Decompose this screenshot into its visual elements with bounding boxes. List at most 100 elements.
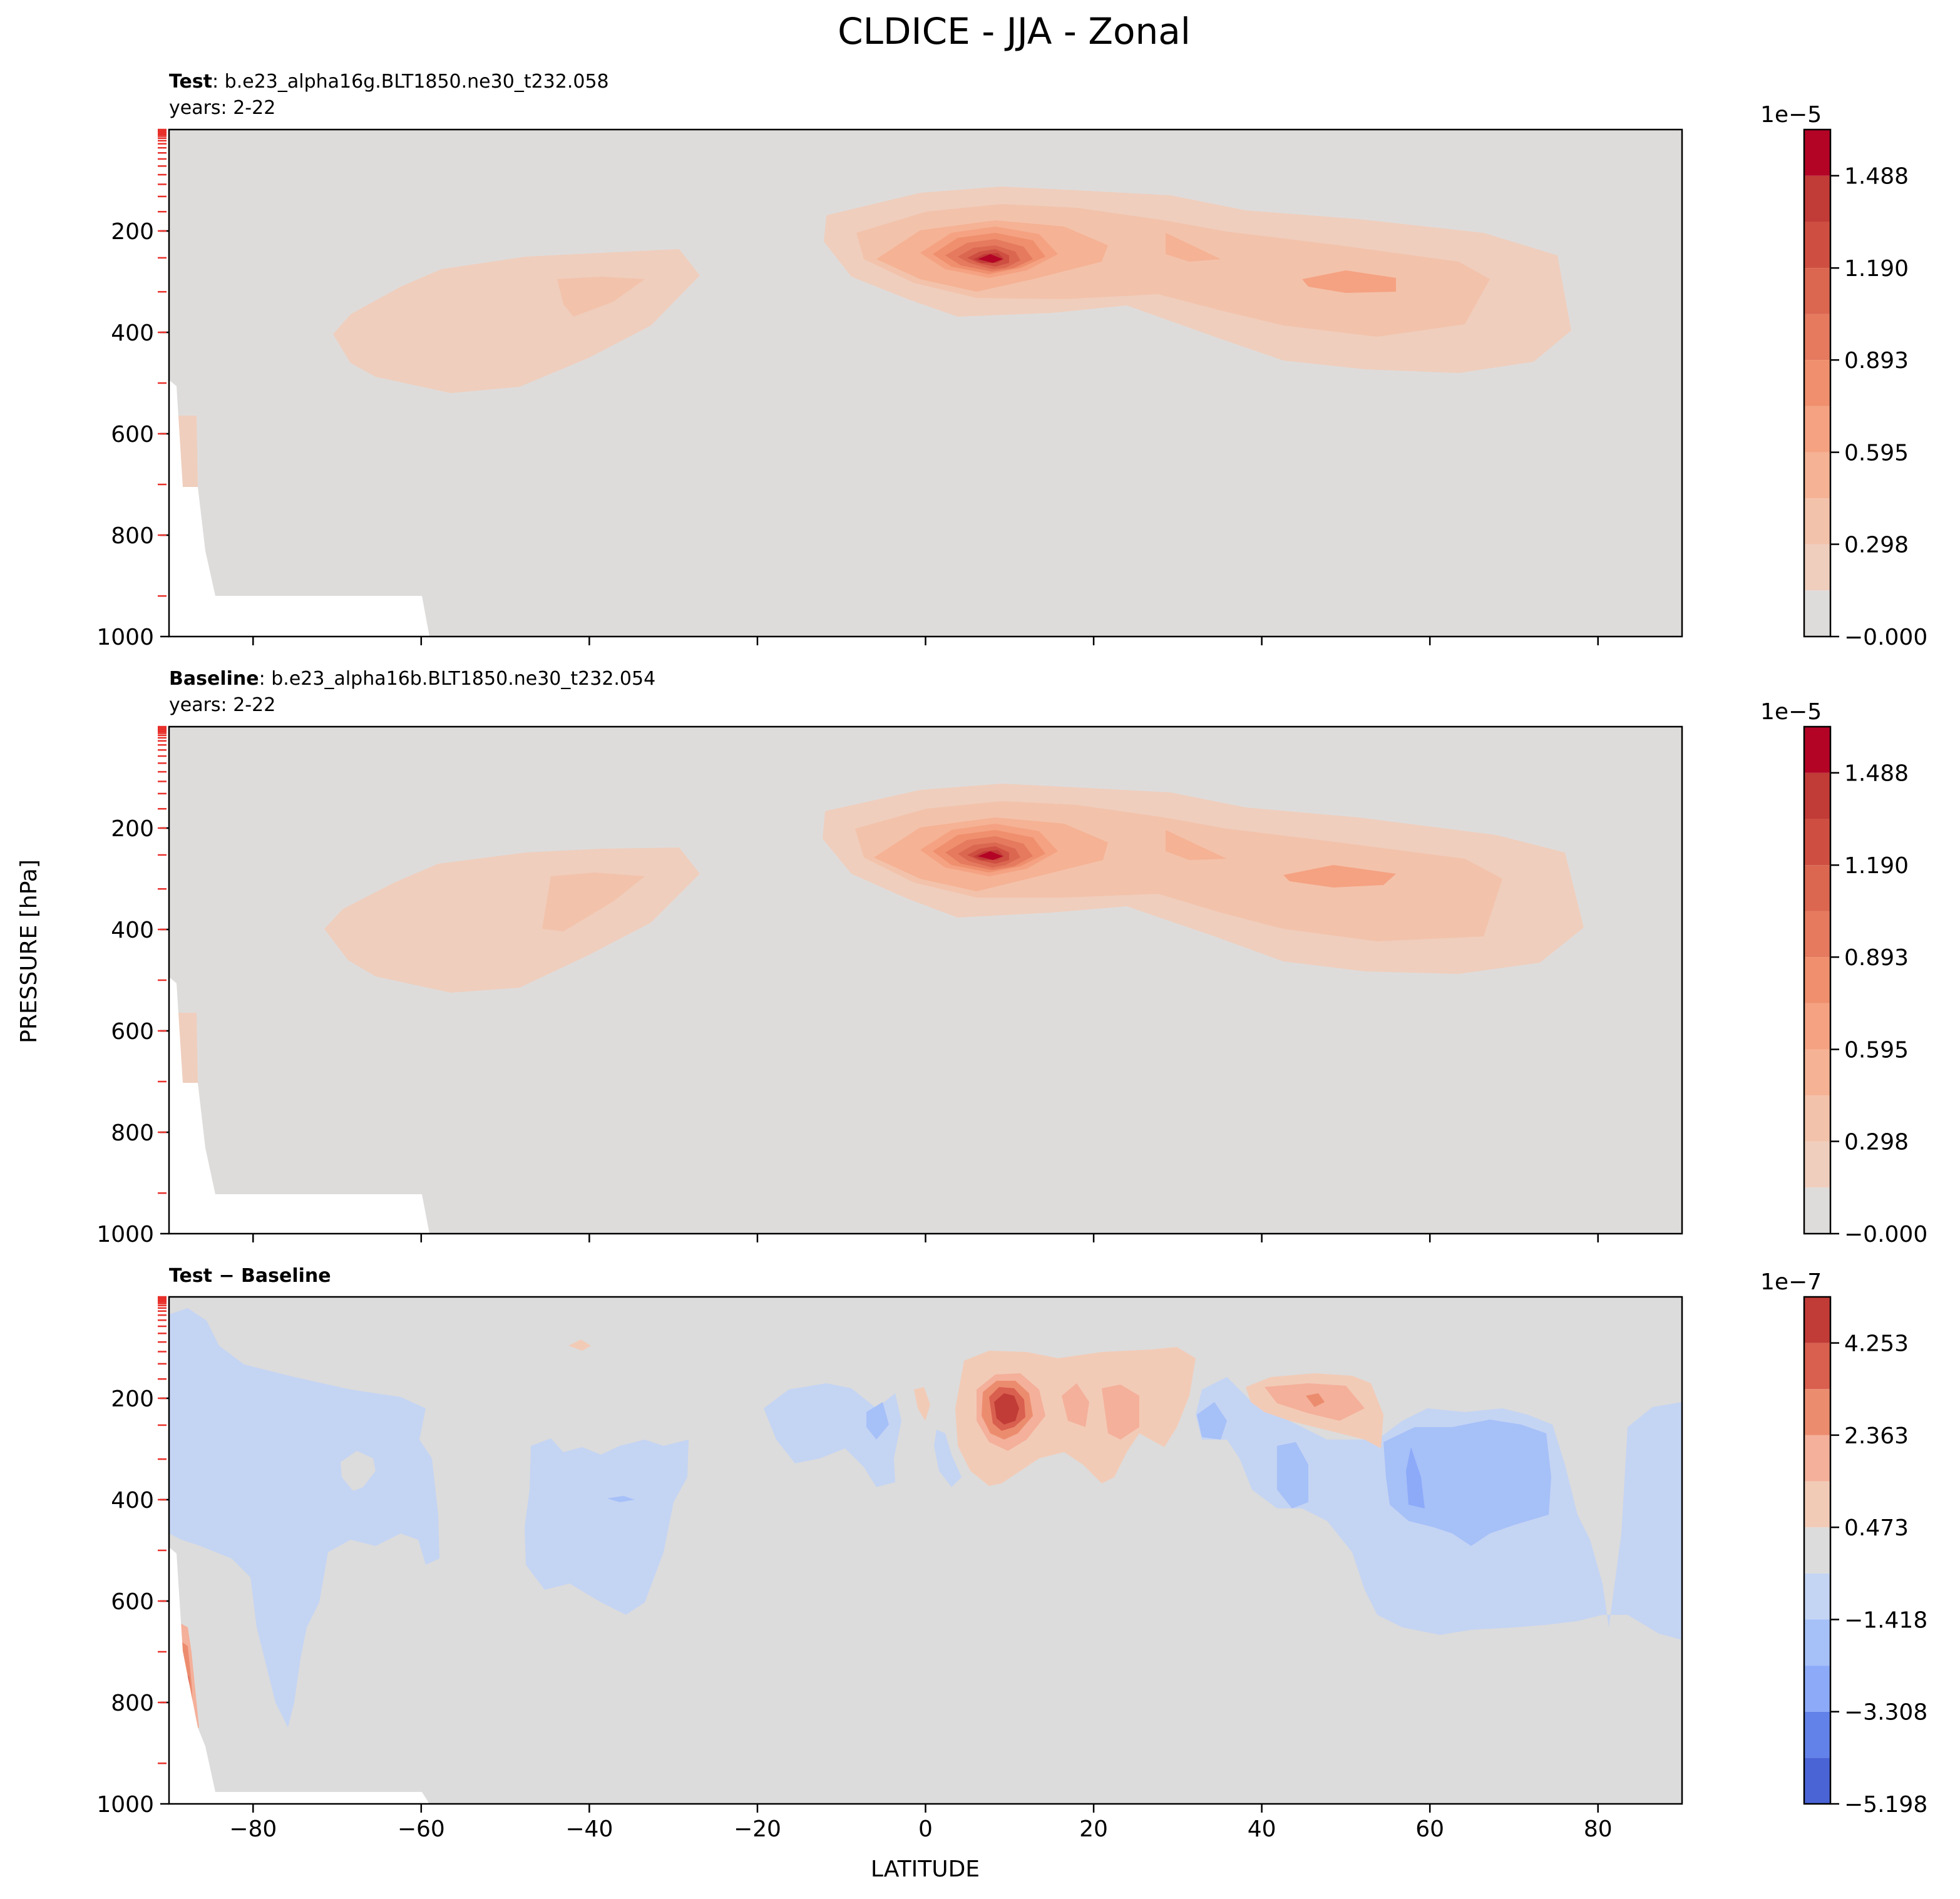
colorbar-swatch: [1804, 268, 1830, 314]
y-axis-label: PRESSURE [hPa]: [16, 859, 42, 1043]
colorbar-tick-label: −1.418: [1844, 1607, 1927, 1633]
contour-level: [341, 1451, 376, 1491]
colorbar-tick-label: −5.198: [1844, 1792, 1927, 1818]
contour-level: [934, 1430, 962, 1487]
colorbar-frame: [1803, 128, 1832, 638]
colorbar-swatch: [1804, 865, 1830, 911]
level-markers-difference: [158, 1296, 167, 1764]
contour-level: [1302, 270, 1396, 293]
contour-field-baseline: [169, 727, 1682, 1234]
colorbar-swatch: [1804, 1527, 1830, 1574]
x-axis-label: LATITUDE: [871, 1856, 980, 1882]
contour-level: [1283, 865, 1396, 888]
y-tick-label: 600: [111, 422, 154, 448]
contour-level: [178, 1013, 198, 1083]
y-axis-difference: 200 400 600 800 1000: [96, 1386, 169, 1818]
contour-level: [1102, 1385, 1139, 1440]
missing-data-mask: [169, 1547, 429, 1804]
y-tick-label: 800: [111, 1691, 154, 1716]
colorbar-swatch: [1804, 130, 1830, 176]
x-tick-label: 60: [1415, 1816, 1444, 1842]
y-tick-label: 1000: [96, 625, 154, 650]
colorbar-swatch: [1804, 772, 1830, 819]
panel-subtitle-test: years: 2-22: [169, 97, 275, 119]
colorbar-tick-label: 0.595: [1844, 1038, 1909, 1063]
colorbar-tick-label: 1.488: [1844, 761, 1909, 787]
colorbar-swatch: [1804, 911, 1830, 958]
x-axis-test: [252, 637, 1599, 645]
colorbar-swatch: [1804, 727, 1830, 773]
colorbar-swatch: [1804, 544, 1830, 591]
x-tick-label: 20: [1079, 1816, 1108, 1842]
panel-title-case: : b.e23_alpha16b.BLT1850.ne30_t232.054: [259, 668, 656, 690]
contour-level: [866, 1402, 889, 1440]
y-tick-label: 400: [111, 1488, 154, 1513]
panel-title-bold: Test − Baseline: [169, 1265, 331, 1287]
colorbar-swatch: [1804, 1711, 1830, 1758]
colorbar-tick-label: −0.000: [1844, 625, 1927, 650]
colorbar-exponent: 1e−5: [1760, 699, 1822, 725]
colorbar-swatch: [1804, 957, 1830, 1003]
y-tick-label: 600: [111, 1019, 154, 1045]
contour-field-test: [169, 130, 1682, 637]
colorbar-swatch: [1804, 1049, 1830, 1096]
y-axis-test: 200 400 600 800 1000: [96, 219, 169, 650]
y-tick-label: 200: [111, 219, 154, 245]
panel-title-difference: Test − Baseline: [169, 1265, 331, 1287]
panel-title-baseline: Baseline: b.e23_alpha16b.BLT1850.ne30_t2…: [169, 668, 655, 690]
missing-data-mask: [169, 977, 429, 1234]
x-tick-label: 40: [1248, 1816, 1276, 1842]
panel-baseline: Baseline: b.e23_alpha16b.BLT1850.ne30_t2…: [96, 668, 1927, 1247]
y-tick-label: 1000: [96, 1792, 154, 1818]
y-tick-label: 600: [111, 1589, 154, 1615]
colorbar-frame: [1803, 725, 1832, 1235]
panel-title-bold: Test: [169, 71, 212, 93]
contour-level: [525, 1438, 689, 1615]
colorbar-swatch: [1804, 1187, 1830, 1234]
y-axis-baseline: 200 400 600 800 1000: [96, 816, 169, 1247]
contour-level: [1166, 830, 1227, 860]
y-tick-label: 200: [111, 816, 154, 842]
colorbar-tick-label: 0.893: [1844, 348, 1909, 374]
colorbar-swatch: [1804, 1619, 1830, 1666]
colorbar-swatch: [1804, 1297, 1830, 1343]
panel-difference: Test − Baseline: [96, 1265, 1927, 1842]
colorbar-test: −0.000 0.298 0.595 0.893 1.190 1.488 1e−5: [1760, 102, 1927, 650]
x-axis-difference: −80 −60 −40 −20 0 20 40 60 80: [229, 1804, 1613, 1842]
y-tick-label: 1000: [96, 1222, 154, 1247]
missing-data-mask: [169, 380, 429, 637]
x-tick-label: 80: [1584, 1816, 1613, 1842]
colorbar-tick-label: −0.000: [1844, 1222, 1927, 1247]
x-tick-label: 0: [918, 1816, 933, 1842]
y-tick-label: 400: [111, 320, 154, 346]
colorbar-swatch: [1804, 1095, 1830, 1142]
contour-field-difference: [169, 1297, 1682, 1804]
colorbar-swatch: [1804, 1435, 1830, 1482]
contour-level: [914, 1387, 930, 1421]
x-tick-label: −80: [229, 1816, 277, 1842]
x-tick-label: −40: [565, 1816, 613, 1842]
figure-title: CLDICE - JJA - Zonal: [838, 10, 1191, 53]
colorbar-tick-label: 0.595: [1844, 441, 1909, 466]
colorbar-swatch: [1804, 314, 1830, 361]
panel-subtitle-baseline: years: 2-22: [169, 694, 275, 716]
colorbar-tick-label: 0.893: [1844, 945, 1909, 971]
contour-level: [607, 1496, 635, 1502]
y-tick-label: 800: [111, 523, 154, 549]
contour-level: [978, 851, 1003, 860]
colorbar-tick-label: 4.253: [1844, 1331, 1909, 1357]
y-tick-label: 400: [111, 918, 154, 943]
x-axis-baseline: [252, 1234, 1599, 1242]
contour-level: [764, 1383, 901, 1487]
contour-level: [1197, 1402, 1227, 1440]
colorbar-tick-label: 1.190: [1844, 256, 1909, 282]
panel-title-bold: Baseline: [169, 668, 259, 690]
contour-level: [1306, 1393, 1325, 1407]
colorbar-tick-label: −3.308: [1844, 1700, 1927, 1726]
colorbar-frame: [1803, 1296, 1832, 1805]
panel-title-case: : b.e23_alpha16g.BLT1850.ne30_t232.058: [212, 71, 609, 93]
colorbar-swatch: [1804, 1141, 1830, 1188]
colorbar-swatch: [1804, 360, 1830, 406]
colorbar-swatch: [1804, 452, 1830, 499]
colorbar-swatch: [1804, 406, 1830, 453]
